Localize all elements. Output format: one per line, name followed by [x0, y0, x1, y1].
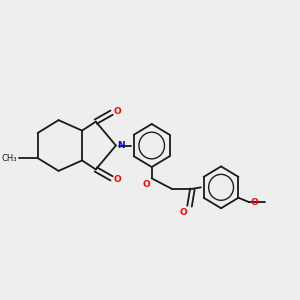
Text: O: O	[142, 180, 150, 189]
Text: O: O	[114, 107, 121, 116]
Text: O: O	[179, 208, 187, 217]
Text: O: O	[251, 198, 259, 207]
Text: O: O	[114, 175, 121, 184]
Text: N: N	[117, 141, 125, 150]
Text: CH₃: CH₃	[2, 154, 17, 163]
